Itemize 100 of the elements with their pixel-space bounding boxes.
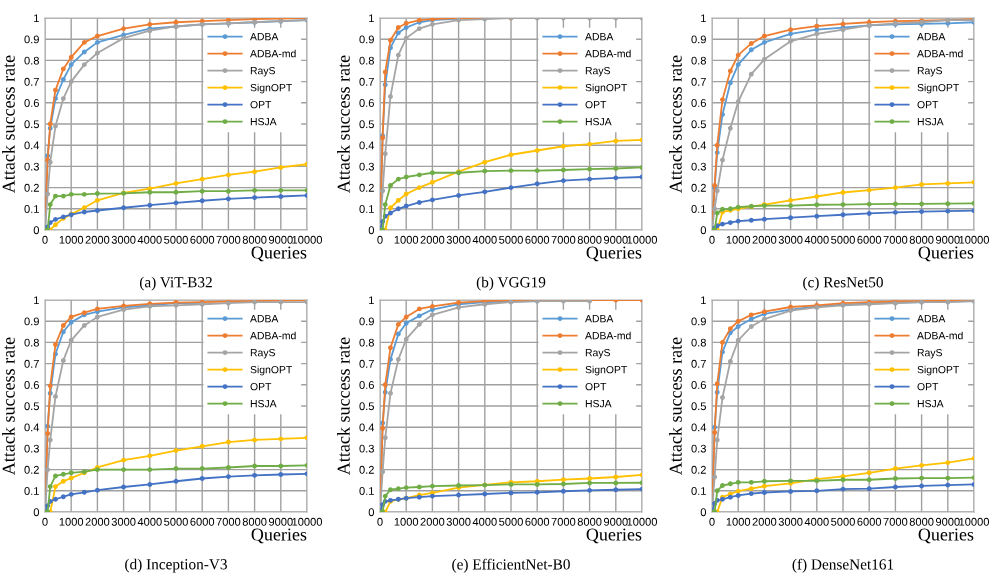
x-tick-label: 8000 xyxy=(242,517,267,526)
legend-label: RayS xyxy=(585,66,610,77)
y-tick-label: 1 xyxy=(701,296,706,305)
y-tick-label: 0.4 xyxy=(359,141,375,150)
y-tick-label: 0.1 xyxy=(24,487,39,495)
y-tick-label: 0.4 xyxy=(24,141,40,150)
y-tick-label: 0.1 xyxy=(691,487,706,495)
y-tick-label: 0.3 xyxy=(691,162,706,171)
legend-label: ADBA-md xyxy=(250,49,296,58)
x-tick-label: 1000 xyxy=(59,517,84,526)
y-tick-label: 0.1 xyxy=(691,205,706,213)
legend-label: HSJA xyxy=(917,117,944,126)
x-tick-label: 10000 xyxy=(292,235,323,244)
legend-label: OPT xyxy=(917,100,939,109)
x-tick-label: 2000 xyxy=(420,235,445,244)
x-tick-label: 4000 xyxy=(137,235,162,244)
x-axis-title: Queries xyxy=(586,246,642,262)
text: (e) EfficientNet-B0 xyxy=(452,558,570,573)
x-tick-label: 10000 xyxy=(627,235,658,244)
x-tick-label: 6000 xyxy=(190,517,215,526)
legend-label: SignOPT xyxy=(917,83,960,94)
y-tick-label: 0.4 xyxy=(691,141,707,150)
y-tick-label: 0.9 xyxy=(691,317,706,326)
y-tick-label: 0.7 xyxy=(359,77,374,86)
y-tick-label: 0.5 xyxy=(691,402,706,411)
y-tick-label: 0.4 xyxy=(359,423,375,432)
y-tick-label: 0.3 xyxy=(691,444,706,453)
x-tick-label: 9000 xyxy=(935,517,960,526)
y-tick-label: 0.7 xyxy=(24,359,39,368)
x-tick-label: 5000 xyxy=(499,517,523,526)
text: (f) DenseNet161 xyxy=(792,558,894,573)
legend-label: SignOPT xyxy=(585,83,628,94)
x-tick-label: 1000 xyxy=(394,235,419,244)
y-tick-label: 0.6 xyxy=(359,99,374,107)
x-tick-label: 4000 xyxy=(472,235,497,244)
legend-label: HSJA xyxy=(585,117,612,126)
x-tick-label: 0 xyxy=(42,517,48,526)
y-tick-label: 0.1 xyxy=(359,205,374,213)
x-tick-label: 2000 xyxy=(752,235,777,244)
text: (d) Inception-V3 xyxy=(125,558,227,573)
legend-label: SignOPT xyxy=(250,83,293,94)
legend-label: ADBA-md xyxy=(917,331,963,340)
legend-label: SignOPT xyxy=(585,365,628,376)
x-tick-label: 4000 xyxy=(472,517,497,526)
y-tick-label: 1 xyxy=(369,14,374,23)
legend-label: RayS xyxy=(250,66,275,77)
y-tick-label: 0.9 xyxy=(691,35,706,44)
x-axis-title: Queries xyxy=(251,528,307,544)
x-tick-label: 5000 xyxy=(164,517,188,526)
y-tick-label: 0.4 xyxy=(691,423,707,432)
y-tick-label: 0.9 xyxy=(359,35,374,44)
x-tick-label: 2000 xyxy=(85,517,110,526)
y-tick-label: 0.8 xyxy=(24,56,39,65)
y-tick-label: 0.6 xyxy=(24,99,39,107)
legend-label: ADBA-md xyxy=(917,49,963,58)
x-tick-label: 10000 xyxy=(959,235,990,244)
x-tick-label: 0 xyxy=(709,517,715,526)
x-axis-title: Queries xyxy=(251,246,307,262)
legend-label: ADBA xyxy=(250,33,279,41)
y-tick-label: 0 xyxy=(700,508,707,517)
y-tick-label: 0.3 xyxy=(24,162,39,171)
y-tick-label: 0 xyxy=(368,508,375,517)
x-tick-label: 1000 xyxy=(726,517,751,526)
x-tick-label: 6000 xyxy=(857,517,882,526)
legend-label: SignOPT xyxy=(917,365,960,376)
y-tick-label: 0.6 xyxy=(359,381,374,389)
legend-label: RayS xyxy=(917,348,942,359)
y-tick-label: 1 xyxy=(701,14,706,23)
legend-label: HSJA xyxy=(585,399,612,408)
y-tick-label: 0.6 xyxy=(691,99,706,107)
y-tick-label: 0.9 xyxy=(359,317,374,326)
y-tick-label: 0.5 xyxy=(359,402,374,411)
legend-label: RayS xyxy=(250,348,275,359)
x-axis-title: Queries xyxy=(918,528,974,544)
y-tick-label: 0 xyxy=(700,226,707,235)
x-tick-label: 8000 xyxy=(577,517,602,526)
legend-label: OPT xyxy=(585,100,607,109)
x-tick-label: 4000 xyxy=(804,517,829,526)
x-tick-label: 0 xyxy=(709,235,715,244)
x-tick-label: 2000 xyxy=(420,517,445,526)
legend-label: ADBA xyxy=(917,33,946,41)
x-tick-label: 8000 xyxy=(909,517,934,526)
y-tick-label: 0.8 xyxy=(359,338,374,347)
x-tick-label: 4000 xyxy=(804,235,829,244)
y-tick-label: 0.2 xyxy=(24,183,39,192)
y-axis-title: Attack success rate xyxy=(669,55,682,194)
legend-label: HSJA xyxy=(250,399,277,408)
x-tick-label: 3000 xyxy=(111,517,136,526)
y-tick-label: 0.6 xyxy=(691,381,706,389)
x-tick-label: 5000 xyxy=(831,517,855,526)
y-tick-label: 0.9 xyxy=(24,35,39,44)
x-tick-label: 3000 xyxy=(778,517,803,526)
x-tick-label: 5000 xyxy=(164,235,188,244)
x-tick-label: 10000 xyxy=(627,517,658,526)
legend-label: ADBA-md xyxy=(585,331,631,340)
y-tick-label: 0.8 xyxy=(691,56,706,65)
x-tick-label: 7000 xyxy=(216,235,241,244)
legend-label: HSJA xyxy=(250,117,277,126)
y-tick-label: 0.7 xyxy=(24,77,39,86)
y-tick-label: 0.1 xyxy=(359,487,374,495)
